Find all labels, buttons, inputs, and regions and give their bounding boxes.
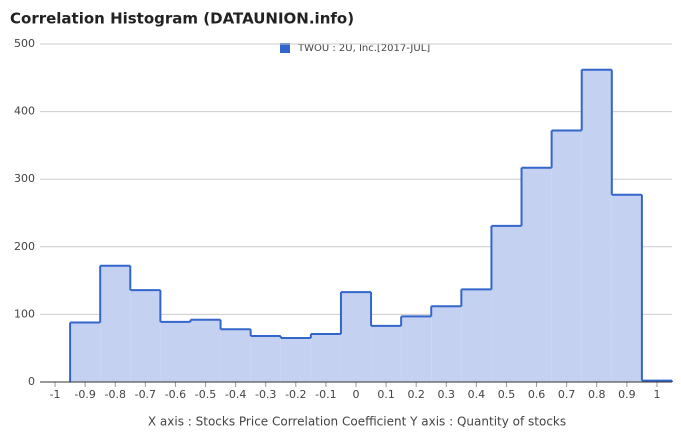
- x-tick-label: -0.1: [315, 388, 336, 401]
- bar: [401, 316, 432, 382]
- x-tick-label: 0.7: [558, 388, 576, 401]
- x-tick-label: 0.1: [377, 388, 395, 401]
- x-tick-label: 0.9: [618, 388, 636, 401]
- bar: [280, 338, 311, 382]
- y-tick-label: 500: [14, 37, 35, 50]
- bar: [310, 334, 341, 382]
- x-tick-label: -0.3: [255, 388, 276, 401]
- x-tick-label: -0.5: [195, 388, 216, 401]
- x-tick-label: -1: [50, 388, 61, 401]
- x-tick-label: -0.4: [225, 388, 246, 401]
- x-tick-label: 1: [653, 388, 660, 401]
- bar: [130, 290, 161, 382]
- y-tick-label: 300: [14, 172, 35, 185]
- x-tick-label: -0.6: [165, 388, 186, 401]
- x-tick-label: -0.7: [135, 388, 156, 401]
- bar: [491, 225, 522, 382]
- bar: [521, 167, 552, 382]
- bar: [100, 265, 131, 382]
- y-tick-label: 400: [14, 105, 35, 118]
- bar: [220, 329, 251, 382]
- x-tick-label: 0: [353, 388, 360, 401]
- chart-title: Correlation Histogram (DATAUNION.info): [10, 10, 354, 28]
- x-tick-label: 0.2: [407, 388, 425, 401]
- x-tick-label: 0.5: [498, 388, 516, 401]
- axis-label: X axis : Stocks Price Correlation Coeffi…: [148, 415, 566, 429]
- bar: [611, 194, 642, 382]
- bar: [70, 322, 101, 382]
- bar: [551, 130, 582, 382]
- bar: [431, 306, 462, 382]
- legend-swatch: [280, 43, 290, 53]
- x-tick-label: -0.8: [105, 388, 126, 401]
- y-tick-label: 100: [14, 307, 35, 320]
- legend-label: TWOU : 2U, Inc.[2017-JUL]: [297, 43, 430, 54]
- bar: [160, 321, 191, 382]
- y-tick-label: 200: [14, 240, 35, 253]
- x-tick-label: 0.3: [438, 388, 456, 401]
- bar: [581, 69, 612, 383]
- x-tick-label: 0.6: [528, 388, 546, 401]
- x-tick-label: -0.9: [74, 388, 95, 401]
- bar: [190, 319, 221, 382]
- y-tick-label: 0: [28, 375, 35, 388]
- x-tick-label: -0.2: [285, 388, 306, 401]
- bar: [371, 325, 402, 382]
- bar: [340, 292, 372, 382]
- bar: [250, 336, 281, 382]
- x-tick-label: 0.8: [588, 388, 606, 401]
- bar: [461, 289, 492, 382]
- x-tick-label: 0.4: [468, 388, 486, 401]
